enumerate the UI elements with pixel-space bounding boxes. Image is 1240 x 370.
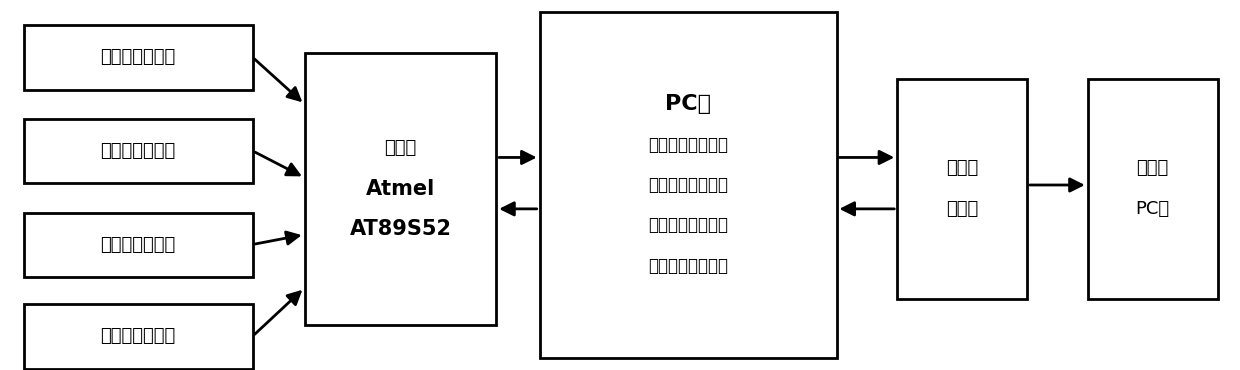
Text: PC机: PC机 [665, 94, 711, 114]
Text: 手机或: 手机或 [1137, 159, 1169, 178]
Text: 单片机: 单片机 [384, 139, 417, 157]
FancyBboxPatch shape [24, 305, 253, 369]
Text: 制系统、基于手机: 制系统、基于手机 [649, 176, 728, 194]
FancyBboxPatch shape [1087, 78, 1218, 299]
Text: 户端以及数据库）: 户端以及数据库） [649, 257, 728, 275]
Text: 电磁阀控制单元: 电磁阀控制单元 [100, 327, 176, 346]
FancyBboxPatch shape [305, 53, 496, 324]
FancyBboxPatch shape [897, 78, 1027, 299]
FancyBboxPatch shape [24, 119, 253, 183]
Text: （装有智能灌溉控: （装有智能灌溉控 [649, 136, 728, 154]
FancyBboxPatch shape [24, 212, 253, 277]
Text: 土壤温度传感器: 土壤温度传感器 [100, 48, 176, 66]
Text: 空气温度传感器: 空气温度传感器 [100, 236, 176, 254]
Text: 输模块: 输模块 [946, 200, 978, 218]
Text: PC机: PC机 [1136, 200, 1169, 218]
Text: AT89S52: AT89S52 [350, 219, 451, 239]
Text: 土壤湿度传感器: 土壤湿度传感器 [100, 142, 176, 160]
Text: 短信的通讯控制客: 短信的通讯控制客 [649, 216, 728, 234]
FancyBboxPatch shape [24, 25, 253, 90]
Text: 无线传: 无线传 [946, 159, 978, 178]
FancyBboxPatch shape [539, 13, 837, 357]
Text: Atmel: Atmel [366, 179, 435, 199]
